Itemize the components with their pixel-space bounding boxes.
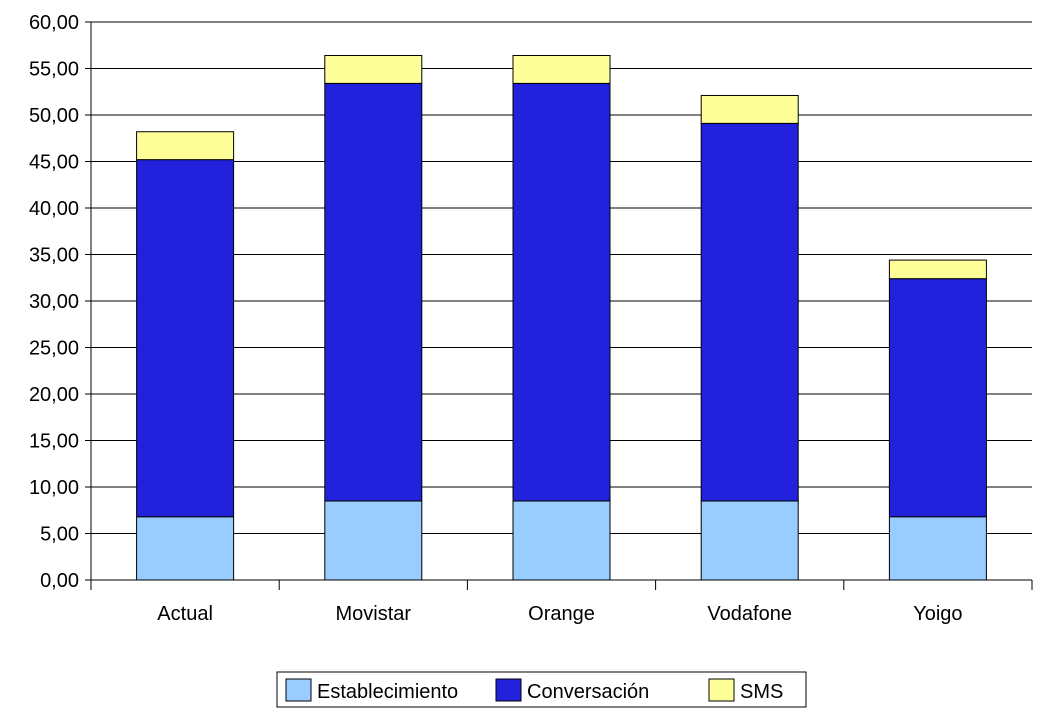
y-tick-label: 45,00 <box>29 152 79 174</box>
bar-segment-sms-vodafone <box>700 94 799 124</box>
bar-segment-establecimiento-yoigo <box>888 516 987 581</box>
category-label-actual: Actual <box>157 603 213 625</box>
category-labels: Actual Movistar Orange Vodafone Yoigo <box>157 603 962 625</box>
y-tick-label: 55,00 <box>29 59 79 81</box>
bar-segment-sms-yoigo <box>888 259 987 280</box>
y-tick-label: 25,00 <box>29 338 79 360</box>
bar-segment-conversaci-n-orange <box>512 82 611 502</box>
legend-label: Establecimiento <box>317 681 458 703</box>
y-tick-label: 20,00 <box>29 384 79 406</box>
legend-swatch <box>495 678 522 702</box>
bar-segment-establecimiento-vodafone <box>700 500 799 581</box>
category-label-vodafone: Vodafone <box>707 603 792 625</box>
bars <box>136 54 987 581</box>
bar-segment-conversaci-n-movistar <box>324 82 423 502</box>
category-label-orange: Orange <box>528 603 595 625</box>
bar-segment-conversaci-n-yoigo <box>888 278 987 518</box>
bar-segment-sms-orange <box>512 54 611 84</box>
category-label-yoigo: Yoigo <box>913 603 962 625</box>
y-tick-label: 10,00 <box>29 477 79 499</box>
bar-segment-establecimiento-orange <box>512 500 611 581</box>
y-tick-label: 40,00 <box>29 198 79 220</box>
y-tick-label: 60,00 <box>29 12 79 34</box>
axes <box>85 21 1033 590</box>
bar-segment-establecimiento-movistar <box>324 500 423 581</box>
y-tick-label: 50,00 <box>29 105 79 127</box>
bar-segment-sms-movistar <box>324 54 423 84</box>
y-tick-label: 5,00 <box>40 524 79 546</box>
bar-segment-sms-actual <box>136 131 235 161</box>
legend-label: SMS <box>740 681 783 703</box>
category-label-movistar: Movistar <box>336 603 412 625</box>
legend-label: Conversación <box>527 681 649 703</box>
legend-swatch <box>708 678 735 702</box>
legend-swatch <box>285 678 312 702</box>
bar-segment-establecimiento-actual <box>136 516 235 581</box>
y-tick-label: 30,00 <box>29 291 79 313</box>
bar-segment-conversaci-n-actual <box>136 159 235 518</box>
bar-segment-conversaci-n-vodafone <box>700 122 799 502</box>
y-tick-label: 0,00 <box>40 570 79 592</box>
legend: Establecimiento Conversación SMS <box>276 671 807 708</box>
y-tick-label: 35,00 <box>29 245 79 267</box>
y-tick-labels: 0,00 5,00 10,00 15,00 20,00 25,00 30,00 35,00 40… <box>29 12 79 592</box>
y-tick-label: 15,00 <box>29 431 79 453</box>
